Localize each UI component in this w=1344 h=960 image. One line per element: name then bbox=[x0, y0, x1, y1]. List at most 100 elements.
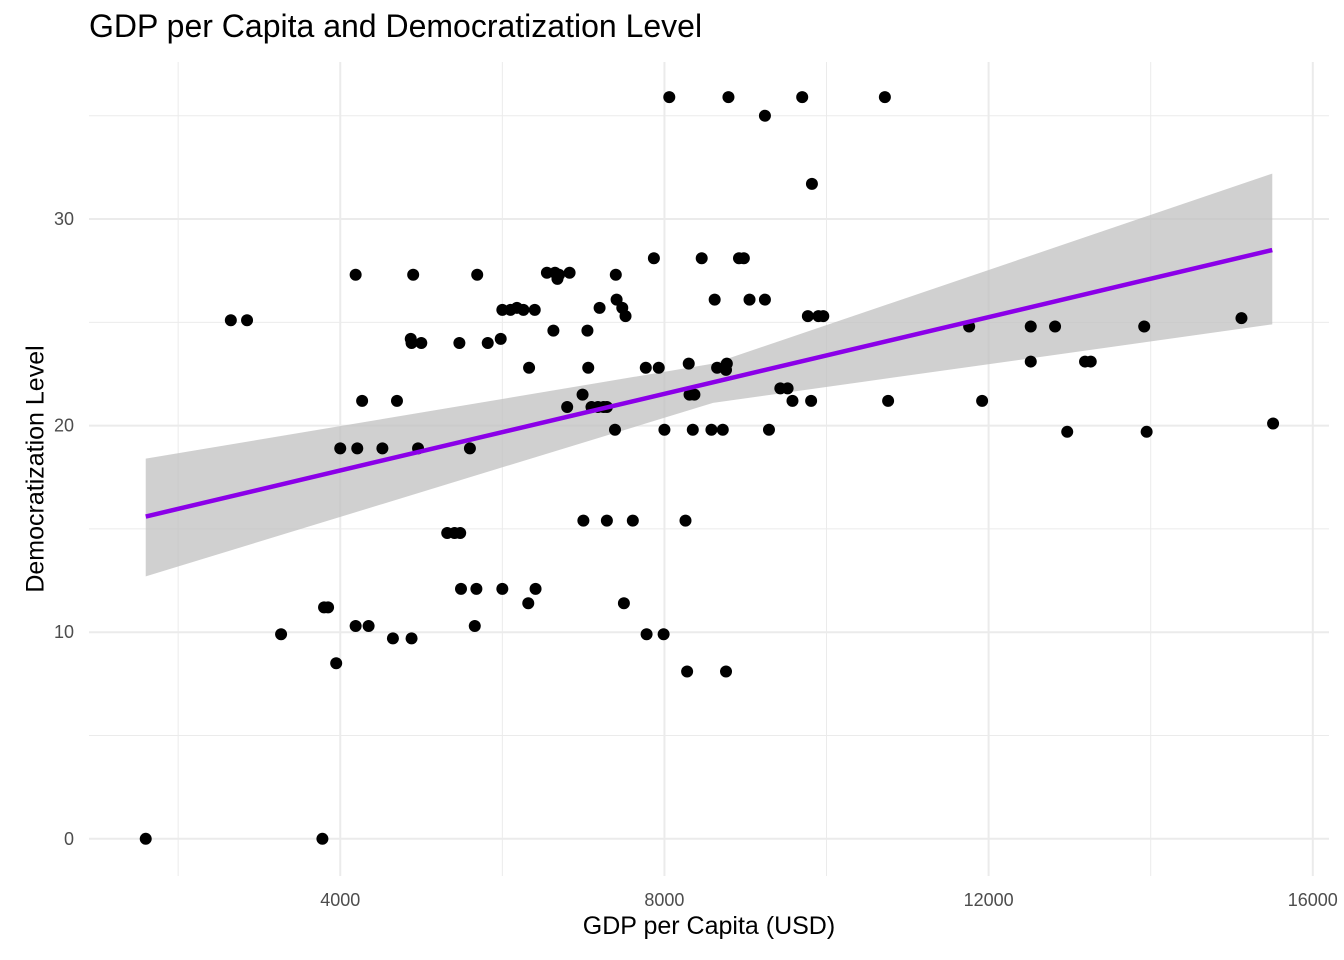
data-point bbox=[695, 252, 708, 265]
data-point bbox=[716, 423, 729, 436]
data-point bbox=[496, 582, 509, 595]
data-point bbox=[494, 332, 507, 345]
data-point bbox=[796, 91, 809, 104]
data-point bbox=[639, 361, 652, 374]
data-point bbox=[652, 361, 665, 374]
data-point bbox=[600, 514, 613, 527]
data-point bbox=[356, 394, 369, 407]
data-point bbox=[553, 268, 566, 281]
data-point bbox=[681, 665, 694, 678]
data-point bbox=[522, 597, 535, 610]
data-point bbox=[415, 336, 428, 349]
data-point bbox=[1267, 417, 1280, 430]
data-point bbox=[619, 310, 632, 323]
data-point bbox=[481, 336, 494, 349]
data-point bbox=[407, 268, 420, 281]
data-point bbox=[686, 423, 699, 436]
data-point bbox=[376, 442, 389, 455]
regression-line bbox=[145, 247, 1273, 519]
data-point bbox=[405, 336, 418, 349]
data-point bbox=[679, 514, 692, 527]
confidence-ribbon bbox=[145, 173, 1273, 577]
data-point bbox=[878, 91, 891, 104]
data-point bbox=[1061, 425, 1074, 438]
data-point bbox=[547, 324, 560, 337]
data-point bbox=[781, 382, 794, 395]
data-point bbox=[1235, 312, 1248, 325]
data-point bbox=[758, 293, 771, 306]
data-point bbox=[647, 252, 660, 265]
data-point bbox=[561, 401, 574, 414]
x-tick-label: 12000 bbox=[964, 890, 1014, 910]
x-tick-label: 8000 bbox=[644, 890, 684, 910]
data-point bbox=[720, 357, 733, 370]
data-point bbox=[743, 293, 756, 306]
data-point bbox=[882, 394, 895, 407]
data-point bbox=[805, 394, 818, 407]
data-point bbox=[581, 324, 594, 337]
data-point bbox=[608, 423, 621, 436]
data-point bbox=[688, 388, 701, 401]
data-point bbox=[224, 314, 237, 327]
data-point bbox=[1024, 320, 1037, 333]
data-point bbox=[582, 361, 595, 374]
data-point bbox=[762, 423, 775, 436]
data-point bbox=[330, 657, 343, 670]
data-point bbox=[720, 665, 733, 678]
x-tick-label: 4000 bbox=[320, 890, 360, 910]
data-point bbox=[334, 442, 347, 455]
data-point bbox=[626, 514, 639, 527]
data-point bbox=[470, 582, 483, 595]
data-point bbox=[593, 301, 606, 314]
data-point bbox=[658, 423, 671, 436]
y-tick-label: 0 bbox=[64, 829, 74, 849]
data-point bbox=[453, 336, 466, 349]
data-point bbox=[1049, 320, 1062, 333]
x-tick-label: 16000 bbox=[1288, 890, 1338, 910]
data-point bbox=[1140, 425, 1153, 438]
y-tick-label: 30 bbox=[54, 209, 74, 229]
data-point bbox=[801, 310, 814, 323]
data-points-layer bbox=[139, 91, 1280, 845]
data-point bbox=[241, 314, 254, 327]
data-point bbox=[517, 303, 530, 316]
data-point bbox=[139, 832, 152, 845]
data-point bbox=[737, 252, 750, 265]
data-point bbox=[576, 388, 589, 401]
data-point bbox=[275, 628, 288, 641]
data-point bbox=[1084, 355, 1097, 368]
data-point bbox=[455, 582, 467, 595]
data-point bbox=[705, 423, 718, 436]
data-point bbox=[471, 268, 484, 281]
data-point bbox=[817, 310, 830, 323]
regression-line-layer bbox=[145, 247, 1273, 519]
data-point bbox=[682, 357, 695, 370]
data-point bbox=[617, 597, 630, 610]
data-point bbox=[805, 177, 818, 190]
data-point bbox=[577, 514, 590, 527]
data-point bbox=[463, 442, 476, 455]
data-point bbox=[322, 601, 335, 614]
data-point bbox=[758, 109, 771, 122]
data-point bbox=[362, 620, 375, 633]
data-point bbox=[708, 293, 721, 306]
data-point bbox=[529, 582, 542, 595]
data-point bbox=[349, 268, 362, 281]
data-point bbox=[468, 620, 481, 633]
data-point bbox=[640, 628, 653, 641]
data-point bbox=[609, 268, 622, 281]
data-point bbox=[386, 632, 399, 645]
y-axis-label: Democratization Level bbox=[21, 345, 50, 593]
x-axis-ticks: 4000 8000 12000 16000 bbox=[320, 890, 1338, 910]
data-point bbox=[454, 527, 467, 540]
data-point bbox=[405, 632, 418, 645]
data-point bbox=[563, 266, 576, 279]
data-point bbox=[786, 394, 799, 407]
data-point bbox=[349, 620, 362, 633]
data-point bbox=[316, 832, 329, 845]
confidence-ribbon-layer bbox=[145, 173, 1273, 577]
data-point bbox=[663, 91, 676, 104]
data-point bbox=[1024, 355, 1037, 368]
y-tick-label: 20 bbox=[54, 416, 74, 436]
